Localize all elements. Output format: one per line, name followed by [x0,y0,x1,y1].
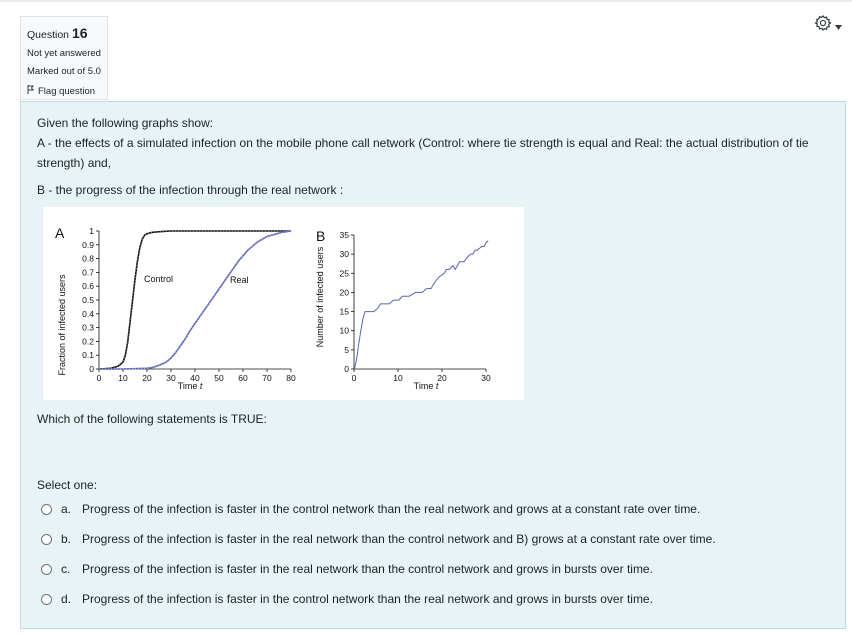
chart-a-series-dots-1 [99,230,292,370]
question-item-b: B - the progress of the infection throug… [37,183,344,197]
chart-a-y-tick-label: 0.6 [82,281,94,291]
marks-info: Marked out of 5.0 [27,66,101,77]
chart-a-x-tick-label: 70 [262,373,272,383]
chart-a-ylabel: Fraction of infected users [57,274,67,376]
chart-a-y-tick-label: 0 [89,364,94,374]
question-number-line: Question 16 [27,25,101,41]
select-one-label: Select one: [37,478,98,492]
answer-status: Not yet answered [27,48,101,59]
top-divider [0,0,852,2]
chart-a-x-tick-label: 30 [166,373,176,383]
gear-icon [814,14,832,37]
chart-a-series-dots-0 [98,230,291,370]
flag-question-label: Flag question [38,85,96,97]
answer-text: Progress of the infection is faster in t… [82,592,653,606]
question-number: 16 [71,25,88,41]
series-label-real: Real [230,275,249,285]
answer-text: Progress of the infection is faster in t… [82,562,653,576]
chart-a-series-line-1 [99,230,292,370]
chart-a-series [98,230,292,370]
answer-letter: c. [61,562,71,576]
chart-a-y-tick-label: 0.4 [82,309,94,319]
chart-a-x-tick-label: 80 [286,373,296,383]
chart-b-x-tick-label: 20 [437,373,447,383]
chart-b-series-line-0 [353,240,489,370]
chart-b-y-tick-label: 35 [340,230,350,240]
chart-b-ylabel: Number of infected users [315,246,325,347]
chart-b-xlabel-var: t [436,381,439,391]
answer-option-c[interactable]: c. Progress of the infection is faster i… [41,559,653,579]
answer-option-b[interactable]: b. Progress of the infection is faster i… [41,529,716,549]
question-item-a: A - the effects of a simulated infection… [37,136,809,170]
chart-b-y-tick-label: 0 [344,364,349,374]
answer-text: Progress of the infection is faster in t… [82,502,701,516]
chart-a-x-tick-label: 0 [97,373,102,383]
chart-b-x-tick-label: 0 [352,373,357,383]
chart-a-y-tick-label: 0.5 [82,295,94,305]
chart-b-y-tick-label: 10 [340,326,350,336]
question-content: Given the following graphs show: A - the… [20,101,846,629]
chart-a-y-tick-label: 0.8 [82,254,94,264]
chart-a-x-tick-label: 50 [214,373,224,383]
chart-a-x-tick-label: 60 [238,373,248,383]
answer-letter: b. [61,532,72,546]
chart-a-y-tick-label: 0.2 [82,336,94,346]
chart-a-xlabel: Time t [178,381,203,391]
chart-b-axes: 0 10 20 30 0 5 10 15 20 25 30 35 [340,230,491,383]
chevron-down-icon [835,17,842,35]
question-info-panel: Question 16 Not yet answered Marked out … [20,16,108,100]
chart-a-xlabel-var: t [200,381,203,391]
answer-option-a[interactable]: a. Progress of the infection is faster i… [41,499,700,519]
chart-a-x-tick-label: 20 [142,373,152,383]
chart-b-y-tick-label: 5 [344,345,349,355]
chart-a-y-tick-label: 0.3 [82,323,94,333]
chart-b-x-tick-label: 10 [393,373,403,383]
answer-text: Progress of the infection is faster in t… [82,532,716,546]
radio-button[interactable] [41,593,52,605]
chart-b-xlabel-text: Time [414,381,436,391]
chart-b-xlabel: Time t [414,381,439,391]
answer-option-d[interactable]: d. Progress of the infection is faster i… [41,589,653,609]
question-prompt: Which of the following statements is TRU… [37,412,267,426]
question-prefix: Question [27,29,70,41]
flag-question-link[interactable]: Flag question [27,85,101,97]
answer-letter: d. [61,592,72,606]
chart-a-y-tick-label: 1 [89,226,94,236]
chart-b-y-tick-label: 20 [340,287,350,297]
chart-a-y-tick-label: 0.9 [82,240,94,250]
chart-a-y-tick-label: 0.1 [82,350,94,360]
chart-b-series [353,240,489,370]
chart-b-y-tick-label: 15 [340,307,350,317]
chart-b-y-tick-label: 25 [340,268,350,278]
radio-button[interactable] [41,563,52,575]
radio-button[interactable] [41,533,52,545]
chart-a-series-line-0 [98,230,291,370]
series-label-control: Control [144,274,173,284]
chart-b-y-tick-label: 30 [340,249,350,259]
chart-b-x-tick-label: 30 [481,373,491,383]
chart-a-x-tick-label: 40 [190,373,200,383]
question-intro: Given the following graphs show: [37,116,214,130]
chart-a-axes: 0 10 20 30 40 50 60 70 80 0 0.1 0.2 0.3 0.4 0.5 0.6 0.7 0… [82,226,296,383]
radio-button[interactable] [41,503,52,515]
flag-icon [27,85,34,97]
panel-b-label: B [316,228,325,244]
settings-menu[interactable] [814,14,842,37]
panel-a-label: A [55,225,65,241]
answer-letter: a. [61,502,72,516]
chart-a-xlabel-text: Time [178,381,200,391]
chart-a-y-tick-label: 0.7 [82,267,94,277]
chart-a-x-tick-label: 10 [118,373,128,383]
infection-graphs-figure: A Fraction of infected users Time t 0 10 2… [43,207,524,400]
